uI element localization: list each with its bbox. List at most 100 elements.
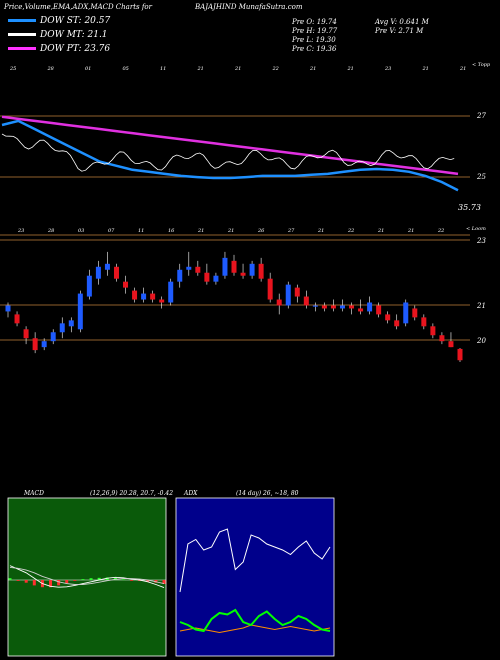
candle-down (231, 260, 237, 273)
candle-up (177, 269, 183, 282)
legend-label-st: DOW ST: 20.57 (40, 16, 111, 26)
candle-down (159, 299, 165, 303)
header-symbol: BAJAJHIND (195, 3, 237, 11)
candle-up (77, 293, 83, 330)
candle-up (5, 305, 11, 312)
quote-pre-o: Pre O: 19.74 (292, 18, 337, 26)
ema-corner-label: < Topp (472, 62, 491, 68)
legend-swatch-mt (8, 33, 36, 36)
ema-date-label: 21 (309, 66, 316, 72)
adx-minus-di-line (179, 608, 331, 633)
ema-y-tick-label: 25 (476, 173, 486, 181)
legend-swatch-st (8, 19, 36, 22)
macd-line (9, 565, 165, 589)
adx-label: ADX (183, 490, 198, 497)
candle-date-label: 22 (347, 228, 354, 234)
legend-label-mt: DOW MT: 21.1 (40, 30, 108, 40)
macd-histogram-bar (130, 580, 134, 581)
ema-date-label: 21 (422, 66, 429, 72)
macd-histogram-bar (8, 578, 12, 580)
macd-label: MACD (23, 490, 44, 497)
candle-down (412, 308, 418, 318)
ema-date-label: 22 (272, 66, 279, 72)
ema-date-label: 25 (9, 66, 16, 72)
candle-down (376, 305, 382, 315)
macd-histogram-bar (32, 580, 36, 586)
macd-histogram-bar (121, 579, 125, 581)
candle-up (312, 305, 318, 307)
candle-down (439, 335, 445, 342)
quote-pre-h: Pre H: 19.77 (292, 27, 338, 35)
ema-date-label: 01 (85, 66, 91, 72)
candle-y-tick-label: 20 (476, 337, 486, 345)
candle-up (168, 281, 174, 303)
candle-up (339, 305, 345, 309)
candle-down (123, 281, 129, 288)
candle-up (186, 266, 192, 270)
candle-down (132, 290, 138, 300)
header-left: Price,Volume,EMA,ADX,MACD Charts for (4, 3, 152, 11)
candle-date-label: 21 (197, 228, 204, 234)
candle-down (258, 263, 264, 279)
candle-down (14, 314, 20, 324)
candle-date-label: 21 (407, 228, 414, 234)
macd-histogram-bar (65, 580, 69, 584)
legend-dow-st: DOW ST: 20.57 (8, 16, 110, 26)
candle-down (113, 266, 119, 279)
candle-up (285, 284, 291, 306)
macd-histogram-bar (105, 577, 109, 580)
candle-down (448, 341, 454, 348)
candle-down (195, 266, 201, 273)
macd-histogram-bar (81, 579, 85, 580)
candle-up (95, 266, 101, 279)
candle-date-label: 26 (257, 228, 265, 234)
adx-panel-bg (175, 497, 335, 657)
macd-panel-bg (7, 497, 167, 657)
candle-date-label: 03 (78, 228, 84, 234)
candle-up (59, 323, 65, 333)
ema-price-trace (1, 133, 455, 172)
candle-down (457, 348, 463, 361)
candle-down (204, 272, 210, 282)
candle-down (303, 296, 309, 306)
quote-avg-v: Avg V: 0.641 M (375, 18, 429, 26)
ema-y-tick-label: 27 (476, 112, 486, 120)
candle-date-label: 11 (138, 228, 144, 234)
candle-up (50, 332, 56, 342)
macd-histogram-bar (16, 580, 20, 581)
candle-y-tick-label: 23 (476, 237, 486, 245)
macd-signal-line (9, 566, 165, 585)
ema-date-label: 21 (459, 66, 466, 72)
candle-up (367, 302, 373, 312)
candle-down (23, 329, 29, 339)
legend-dow-mt: DOW MT: 21.1 (8, 30, 108, 40)
candle-down (421, 317, 427, 327)
adx-params: (14 day) 26, ~18, 80 (236, 490, 299, 497)
candle-date-label: 27 (287, 228, 295, 234)
candle-up (403, 302, 409, 324)
candle-date-label: 16 (168, 228, 175, 234)
candle-down (321, 305, 327, 309)
ema-date-label: 21 (347, 66, 354, 72)
candle-date-label: 23 (17, 228, 24, 234)
macd-histogram-bar (24, 580, 28, 583)
ema-last-value: 35.73 (458, 203, 481, 212)
candle-up (104, 263, 110, 270)
candle-down (349, 305, 355, 309)
macd-histogram-bar (49, 580, 53, 588)
candle-date-label: 22 (437, 228, 444, 234)
candle-down (394, 320, 400, 327)
candle-up (141, 293, 147, 300)
legend-swatch-pt (8, 47, 36, 50)
macd-histogram-bar (146, 580, 150, 582)
macd-params: (12,26,9) 20.28, 20.7, -0.42 (90, 490, 173, 497)
macd-histogram-bar (97, 577, 101, 580)
ema-date-label: 21 (234, 66, 241, 72)
candle-date-label: 21 (317, 228, 324, 234)
candle-date-label: 28 (47, 228, 54, 234)
candle-down (430, 326, 436, 336)
chart-header: Price,Volume,EMA,ADX,MACD Charts for (4, 3, 152, 11)
candle-up (213, 275, 219, 282)
candle-down (294, 287, 300, 297)
